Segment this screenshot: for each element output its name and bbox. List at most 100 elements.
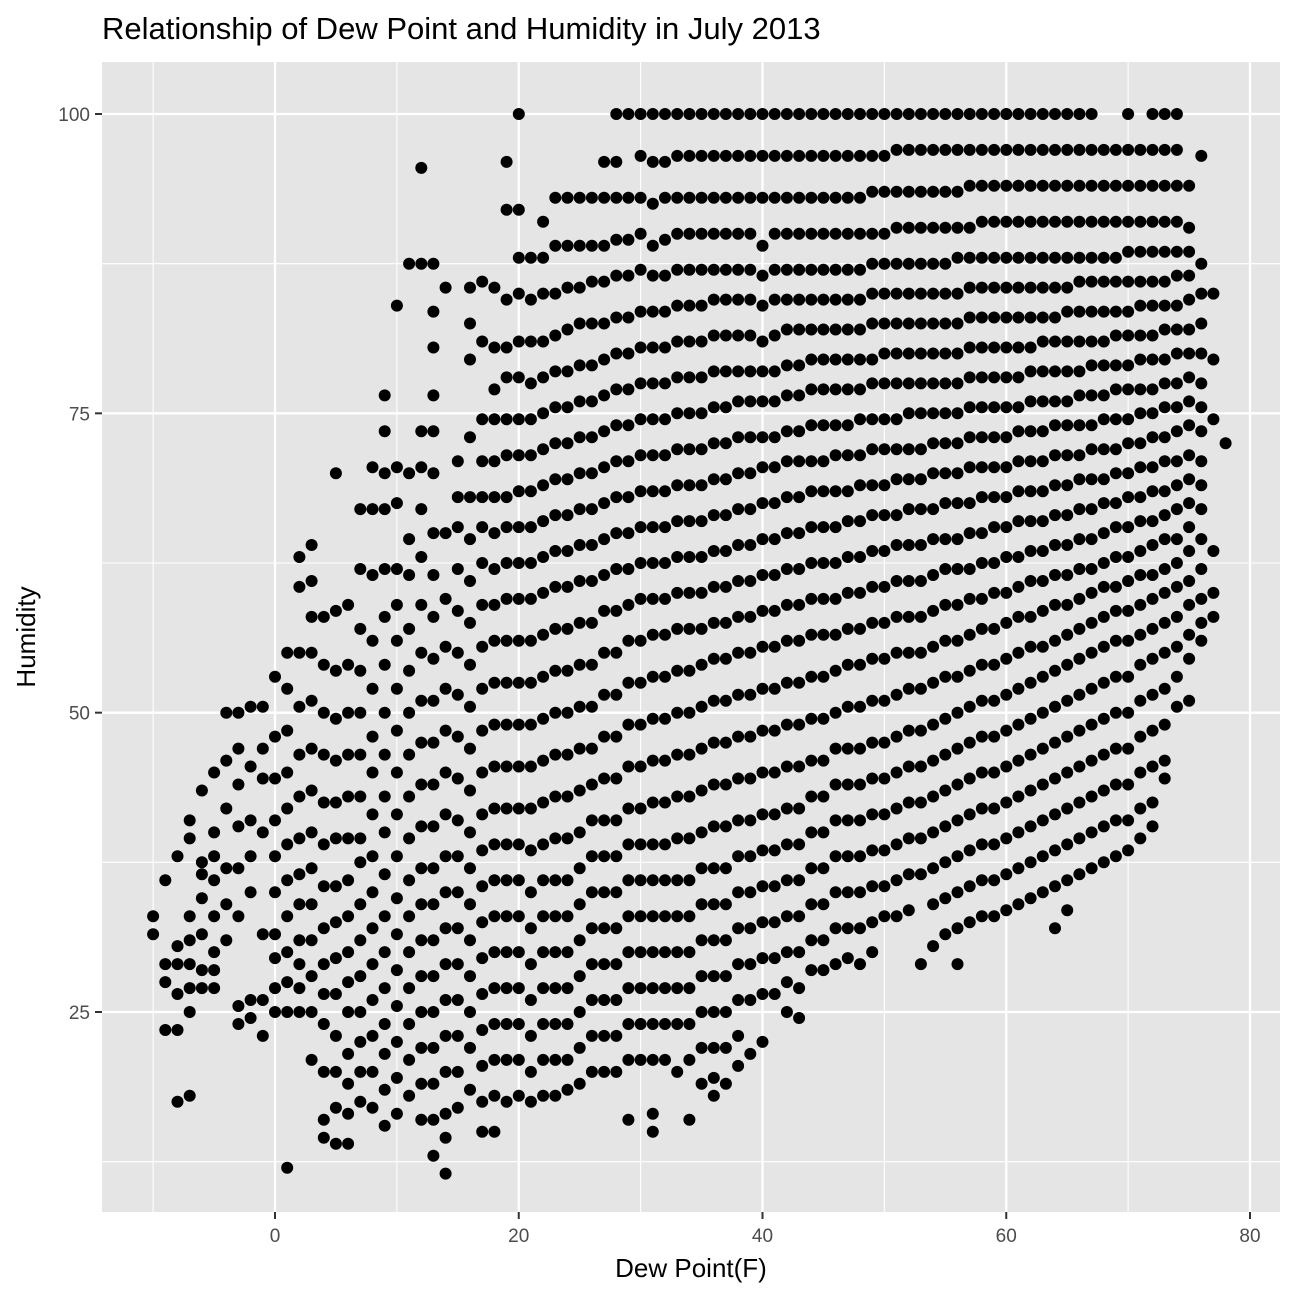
data-point [439, 592, 452, 605]
data-point [927, 718, 940, 731]
data-point [927, 347, 940, 360]
data-point [744, 108, 757, 120]
data-point [317, 838, 330, 851]
data-point [390, 461, 403, 474]
data-point [622, 634, 635, 647]
data-point [988, 557, 1001, 569]
data-point [1012, 341, 1025, 354]
data-point [951, 497, 964, 510]
data-point [1158, 772, 1171, 785]
data-point [1000, 431, 1013, 444]
data-point [305, 1053, 318, 1066]
data-point [378, 1018, 391, 1030]
data-point [768, 916, 781, 929]
data-point [1122, 778, 1135, 791]
data-point [1049, 365, 1061, 378]
data-point [756, 988, 769, 1000]
data-point [244, 994, 257, 1006]
data-point [805, 592, 818, 605]
data-point [1134, 658, 1147, 671]
data-point [659, 155, 671, 168]
data-point [488, 455, 501, 468]
data-point [573, 431, 586, 444]
data-point [293, 868, 306, 881]
data-point [671, 706, 684, 719]
data-point [464, 1006, 476, 1018]
data-point [975, 108, 988, 120]
data-point [366, 958, 379, 971]
data-point [561, 706, 574, 719]
data-point [1012, 718, 1025, 731]
data-point [634, 634, 647, 647]
data-point [707, 898, 720, 911]
data-point [768, 365, 781, 378]
data-point [768, 227, 781, 240]
data-point [975, 766, 988, 779]
data-point [464, 431, 476, 444]
data-point [732, 886, 745, 899]
data-point [1000, 401, 1013, 414]
data-point [147, 910, 160, 923]
data-point [1195, 377, 1208, 390]
data-point [829, 383, 842, 396]
data-point [171, 988, 184, 1000]
data-point [1049, 179, 1061, 192]
data-point [305, 898, 318, 911]
data-point [817, 592, 830, 605]
data-point [793, 108, 806, 120]
data-point [549, 874, 562, 887]
data-point [695, 227, 708, 240]
data-point [975, 281, 988, 294]
data-point [975, 179, 988, 192]
data-point [1109, 521, 1122, 534]
data-point [378, 389, 391, 402]
data-point [293, 934, 306, 947]
data-point [281, 646, 294, 659]
data-point [598, 886, 611, 899]
data-point [1024, 365, 1037, 378]
data-point [1085, 790, 1098, 803]
data-point [793, 718, 806, 731]
data-point [1097, 784, 1110, 797]
data-point [354, 706, 367, 719]
data-point [1109, 706, 1122, 719]
data-point [1085, 108, 1098, 120]
data-point [585, 359, 598, 372]
data-point [1097, 359, 1110, 372]
data-point [561, 281, 574, 294]
data-point [659, 754, 671, 767]
data-point [549, 545, 562, 557]
data-point [1158, 682, 1171, 695]
data-point [671, 299, 684, 312]
data-point [512, 449, 525, 462]
data-point [1049, 215, 1061, 228]
data-point [634, 1018, 647, 1030]
data-point [305, 826, 318, 839]
data-point [524, 1029, 537, 1042]
data-point [317, 922, 330, 935]
data-point [500, 1095, 513, 1108]
data-point [1000, 341, 1013, 354]
data-point [829, 628, 842, 641]
data-point [927, 221, 940, 234]
data-point [403, 664, 416, 677]
data-point [1097, 251, 1110, 264]
data-point [756, 766, 769, 779]
data-point [817, 263, 830, 276]
data-point [1024, 425, 1037, 438]
data-point [1109, 814, 1122, 827]
data-point [683, 263, 696, 276]
data-point [1158, 646, 1171, 659]
data-point [500, 413, 513, 426]
data-point [683, 622, 696, 635]
data-point [488, 1089, 501, 1102]
data-point [610, 108, 623, 120]
data-point [524, 844, 537, 857]
data-point [805, 898, 818, 911]
data-point [610, 311, 623, 324]
data-point [646, 305, 659, 318]
data-point [659, 233, 671, 246]
data-point [585, 778, 598, 791]
data-point [622, 718, 635, 731]
data-point [719, 616, 732, 629]
